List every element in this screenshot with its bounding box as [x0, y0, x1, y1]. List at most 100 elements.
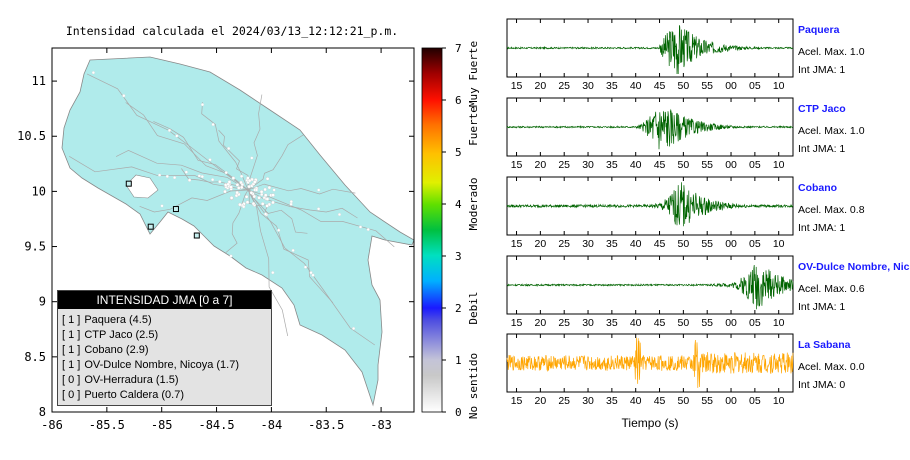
waveform	[506, 25, 794, 75]
city-dot	[237, 186, 241, 190]
road	[153, 121, 249, 191]
colorbar-tick-label: 7	[455, 42, 462, 55]
seismogram-tick-label: 30	[582, 395, 594, 407]
waveform	[506, 182, 794, 227]
colorbar-category-label: Moderado	[467, 178, 480, 231]
seismogram-tick-label: 20	[535, 395, 547, 407]
town-dot	[218, 180, 222, 184]
map-y-tick-label: 8.5	[24, 350, 46, 364]
peak-acceleration: Acel. Max. 0.0	[798, 361, 865, 373]
town-dot	[227, 146, 231, 151]
seismogram-tick-label: 40	[630, 159, 642, 171]
town-dot	[242, 205, 246, 209]
town-dot	[277, 228, 281, 232]
seismogram-tick-label: 50	[678, 159, 690, 171]
colorbar-category-label: Fuerte	[467, 106, 480, 146]
town-dot	[224, 171, 228, 175]
seismogram-tick-label: 55	[701, 317, 713, 329]
map-y-axis: 11 10.5 10 9.5 9 8.5 8	[17, 74, 414, 419]
seismogram-tick-label: 20	[535, 159, 547, 171]
city-dot	[251, 201, 256, 206]
town-dot	[197, 174, 201, 178]
seismogram-tick-label: 40	[630, 317, 642, 329]
town-dot	[358, 225, 363, 229]
road	[247, 189, 375, 346]
colorbar-ticks: 0 1 2 3 4 5 6 7	[442, 42, 462, 419]
jma-intensity: Int JMA: 1	[798, 301, 845, 313]
city-dot	[239, 180, 243, 185]
map-frame	[51, 47, 415, 413]
seismogram-tick-label: 55	[701, 238, 713, 250]
colorbar-category-label: Debil	[467, 291, 480, 324]
seismogram-tick-label: 15	[511, 159, 523, 171]
map-x-tick-label: -86	[41, 418, 63, 432]
colorbar-tick-label: 4	[455, 198, 462, 211]
city-dot	[253, 180, 257, 184]
legend-label: OV-Dulce Nombre, Nicoya (1.7)	[84, 359, 240, 371]
city-dot	[260, 202, 265, 206]
seismogram-tick-label: 05	[749, 395, 761, 407]
seismogram-tick-label: 45	[654, 159, 666, 171]
town-dot	[188, 178, 192, 182]
seismogram-tick-label: 10	[773, 395, 785, 407]
seismogram-tick-label: 00	[725, 80, 737, 92]
city-dot	[265, 197, 270, 201]
intensity-legend: INTENSIDAD JMA [0 a 7] [ 1 ] Paquera (4.5…	[57, 290, 272, 406]
town-dot	[289, 200, 293, 204]
town-dot	[317, 188, 321, 192]
seismogram-tick-label: 25	[558, 80, 570, 92]
town-dot	[303, 265, 308, 269]
seismogram-tick-label: 55	[701, 159, 713, 171]
seismogram-tick-label: 15	[511, 238, 523, 250]
colorbar: 0 1 2 3 4 5 6 7 No sentido Debil Moderado FuerteMu…	[421, 41, 480, 419]
city-dot	[267, 185, 272, 190]
seismogram-tick-label: 30	[582, 80, 594, 92]
road	[201, 102, 249, 191]
road	[247, 189, 334, 304]
seismogram-tick-label: 30	[582, 317, 594, 329]
seismogram-tick-label: 20	[535, 80, 547, 92]
station-marker	[193, 232, 200, 239]
costa-rica-landmass	[61, 56, 415, 407]
map-x-tick-label: -85	[151, 418, 173, 432]
legend-label: Puerto Caldera (0.7)	[84, 389, 185, 401]
legend-level: [ 1 ]	[62, 344, 81, 356]
town-dot	[91, 71, 95, 75]
station-name: La Sabana	[798, 339, 851, 351]
town-dot	[254, 188, 259, 192]
town-dot	[289, 202, 293, 206]
peak-acceleration: Acel. Max. 0.6	[798, 283, 865, 295]
town-dot	[337, 212, 342, 217]
seismogram-tick-label: 00	[725, 395, 737, 407]
town-dot	[240, 174, 244, 178]
map-y-tick-label: 9.5	[24, 240, 46, 254]
map-y-tick-label: 8	[39, 405, 46, 419]
city-dot	[244, 195, 249, 199]
map-y-tick-label: 10	[32, 184, 46, 198]
town-dot	[200, 175, 204, 179]
town-dot	[250, 156, 254, 160]
colorbar-tick-label: 6	[455, 94, 462, 107]
seismogram-tick-label: 15	[511, 395, 523, 407]
town-dot	[352, 326, 356, 331]
seismogram-panel: 15 20 25 30 35 40 45 50 55 00 05 10 OV-Dulce Nombre,…	[506, 255, 910, 329]
town-dot	[291, 248, 295, 252]
map-title: Intensidad calculada el 2024/03/13_12:12…	[66, 24, 398, 38]
town-dot	[260, 192, 264, 197]
seismogram-tick-label: 45	[654, 80, 666, 92]
road	[115, 150, 249, 191]
seismogram-tick-label: 10	[773, 238, 785, 250]
seismogram-tick-label: 15	[511, 317, 523, 329]
map-x-tick-label: -85.5	[89, 418, 125, 432]
road	[69, 155, 249, 191]
legend-label: CTP Jaco (2.5)	[84, 329, 159, 341]
seismogram-tick-label: 00	[725, 317, 737, 329]
town-dot	[173, 176, 177, 180]
seismogram-tick-label: 45	[654, 395, 666, 407]
seismogram-tick-label: 20	[535, 317, 547, 329]
peak-acceleration: Acel. Max. 1.0	[798, 125, 865, 137]
town-dot	[271, 271, 275, 275]
city-dot	[247, 184, 251, 189]
seismogram-tick-label: 25	[558, 395, 570, 407]
